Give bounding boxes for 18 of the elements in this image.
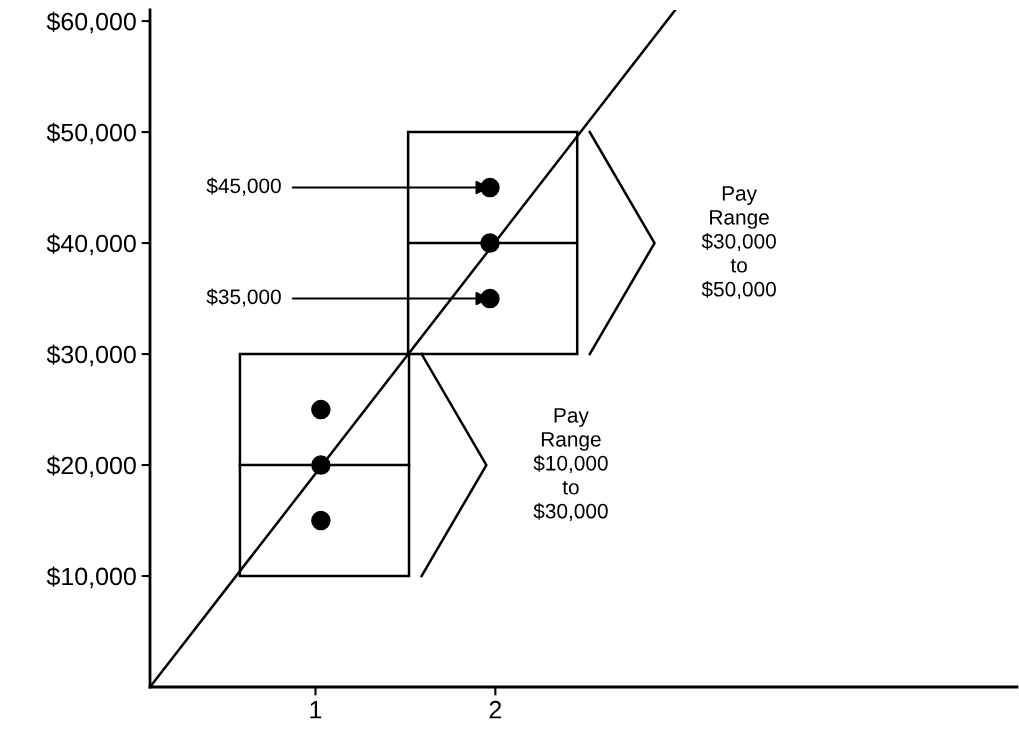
- annotation: $35,000: [206, 288, 281, 307]
- y-tick-label: $60,000: [46, 11, 136, 34]
- x-tick-label: 1: [310, 701, 322, 719]
- y-tick-label: $20,000: [46, 455, 136, 478]
- point: [311, 399, 331, 420]
- y-tick-label: $30,000: [46, 344, 136, 367]
- point: [480, 288, 500, 309]
- y-tick-label: $50,000: [46, 122, 136, 145]
- y-tick-label: $10,000: [46, 566, 136, 589]
- y-tick-label: $40,000: [46, 233, 136, 256]
- annotation: Pay Range $10,000 to $30,000: [533, 408, 608, 521]
- annotation: Pay Range $30,000 to $50,000: [701, 186, 776, 300]
- x-tick-label: 2: [489, 700, 502, 719]
- point: [480, 177, 500, 198]
- annotation: $45,000: [206, 177, 281, 196]
- point: [311, 510, 331, 531]
- point: [480, 233, 500, 253]
- point: [311, 455, 331, 475]
